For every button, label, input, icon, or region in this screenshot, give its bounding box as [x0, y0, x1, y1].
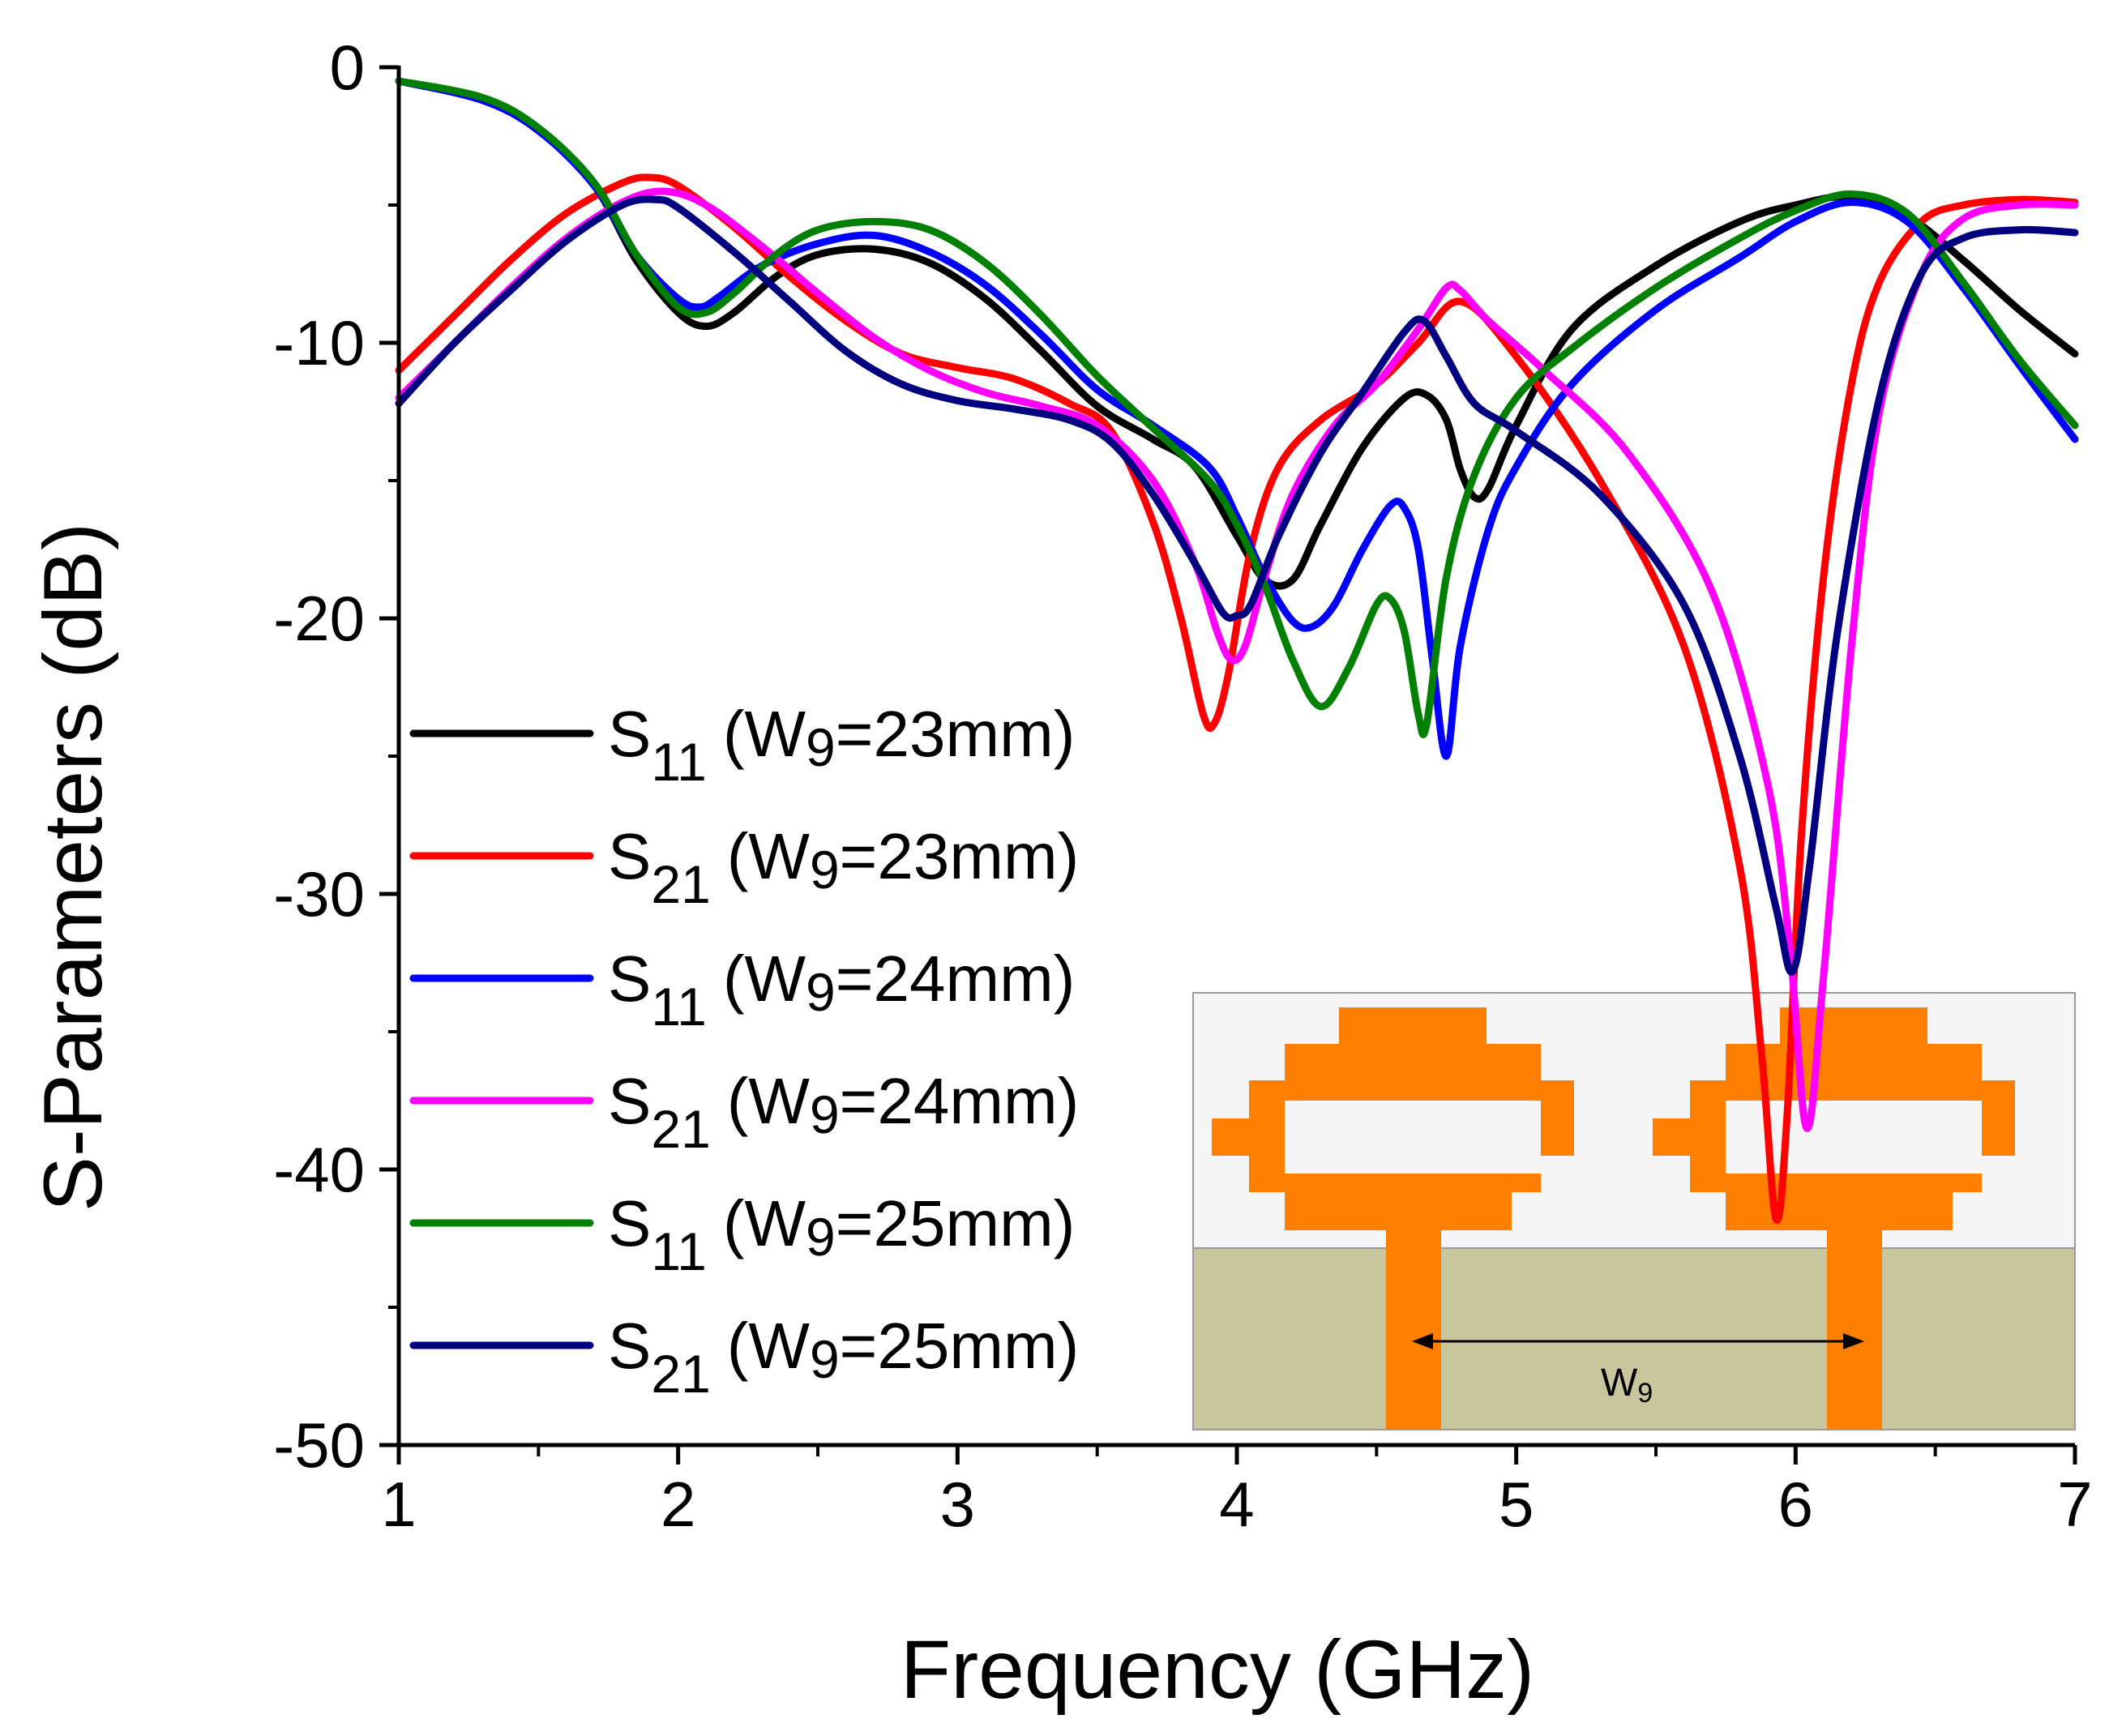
legend-label: S21 (W9=24mm) — [608, 1065, 1079, 1159]
legend-w-prefix: (W — [723, 698, 806, 770]
legend-w-value: =25mm) — [840, 1310, 1080, 1382]
legend-param-sub: 11 — [651, 732, 707, 792]
legend-w-value: =24mm) — [836, 943, 1076, 1015]
x-tick-label: 6 — [1778, 1469, 1813, 1540]
x-tick-label: 7 — [2057, 1469, 2092, 1540]
antenna-inset-diagram: W9 — [1192, 992, 2076, 1430]
w9-label: W9 — [1601, 1362, 1653, 1409]
axis-ticks: 0 -10 -20 -30 -40 -501 2 3 4 5 6 7 — [273, 32, 2092, 1540]
patch-element-left — [1212, 1007, 1574, 1430]
legend-label: S21 (W9=25mm) — [608, 1310, 1079, 1404]
w9-dimension-arrow — [1412, 1333, 1864, 1349]
legend-w-sub: 9 — [810, 840, 840, 900]
legend-item-1: S11 (W9=23mm) — [409, 698, 1075, 792]
legend-w-value: =23mm) — [836, 698, 1076, 770]
legend-param-sub: 21 — [651, 854, 710, 914]
y-tick-label: 0 — [330, 32, 365, 103]
legend-w-prefix: (W — [727, 1065, 811, 1137]
w9-label-sub: 9 — [1637, 1378, 1653, 1409]
legend-param-sub: 21 — [651, 1099, 710, 1159]
legend-item-3: S11 (W9=24mm) — [409, 943, 1075, 1037]
x-tick-label: 4 — [1219, 1469, 1254, 1540]
legend-w-prefix: (W — [727, 1310, 811, 1382]
series-line-6 — [395, 195, 2079, 976]
legend-param: S — [608, 820, 651, 892]
patch-right-shape — [1653, 1007, 2015, 1430]
legend-param-sub: 11 — [651, 977, 707, 1037]
legend-item-4: S21 (W9=24mm) — [409, 1065, 1079, 1159]
patch-left-shape — [1212, 1007, 1574, 1430]
legend-param: S — [608, 1310, 651, 1382]
legend-label: S11 (W9=23mm) — [608, 698, 1075, 792]
legend-param-sub: 21 — [651, 1344, 710, 1404]
legend-w-sub: 9 — [810, 1329, 840, 1389]
x-axis-title: Frequency (GHz) — [900, 1623, 1534, 1716]
inset-substrate — [1192, 1247, 2076, 1430]
legend-param: S — [608, 943, 651, 1015]
legend-param: S — [608, 1065, 651, 1137]
series-lines — [395, 77, 2079, 1225]
legend-item-2: S21 (W9=23mm) — [409, 820, 1079, 914]
y-tick-label: -50 — [273, 1409, 365, 1481]
legend-w-prefix: (W — [727, 820, 811, 892]
legend-w-sub: 9 — [806, 717, 836, 777]
x-tick-label: 1 — [381, 1469, 416, 1540]
legend-item-6: S21 (W9=25mm) — [409, 1310, 1079, 1404]
legend-w-sub: 9 — [806, 962, 836, 1022]
series-line-2 — [395, 173, 2079, 1225]
legend-label: S21 (W9=23mm) — [608, 820, 1079, 914]
legend-w-value: =25mm) — [836, 1187, 1076, 1259]
x-tick-label: 2 — [661, 1469, 695, 1540]
patch-element-right — [1653, 1007, 2015, 1430]
w9-label-main: W — [1601, 1362, 1638, 1405]
y-tick-label: -40 — [273, 1134, 365, 1205]
legend-w-prefix: (W — [723, 1187, 806, 1259]
y-tick-label: -10 — [273, 307, 365, 378]
y-axis-title: S-Parameters (dB) — [27, 523, 119, 1212]
series-line-5 — [395, 77, 2079, 738]
legend-param: S — [608, 1187, 651, 1259]
legend-item-5: S11 (W9=25mm) — [409, 1187, 1075, 1281]
legend-param-sub: 11 — [651, 1221, 707, 1281]
legend-w-value: =24mm) — [840, 1065, 1080, 1137]
legend-w-value: =23mm) — [840, 820, 1080, 892]
y-tick-label: -20 — [273, 583, 365, 654]
series-line-3 — [395, 77, 2079, 760]
series-line-1 — [395, 77, 2079, 590]
axes — [396, 66, 2075, 1447]
x-tick-label: 5 — [1499, 1469, 1534, 1540]
x-tick-label: 3 — [940, 1469, 975, 1540]
legend-label: S11 (W9=25mm) — [608, 1187, 1075, 1281]
legend-label: S11 (W9=24mm) — [608, 943, 1075, 1037]
legend-w-prefix: (W — [723, 943, 806, 1015]
y-tick-label: -30 — [273, 858, 365, 930]
legend-param: S — [608, 698, 651, 770]
legend: S11 (W9=23mm)S21 (W9=23mm)S11 (W9=24mm)S21(… — [409, 698, 1079, 1404]
legend-w-sub: 9 — [810, 1084, 840, 1144]
legend-w-sub: 9 — [806, 1207, 836, 1267]
